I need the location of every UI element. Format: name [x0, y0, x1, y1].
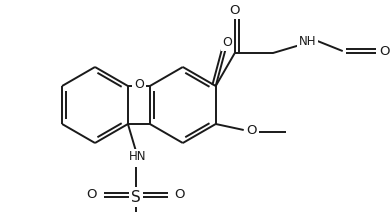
Text: O: O: [247, 124, 257, 138]
Text: HN: HN: [129, 151, 147, 163]
Text: O: O: [87, 188, 97, 201]
Text: O: O: [134, 78, 144, 92]
Text: NH: NH: [299, 35, 316, 47]
Text: O: O: [229, 4, 240, 17]
Text: O: O: [379, 45, 390, 58]
Text: O: O: [175, 188, 185, 201]
Text: S: S: [131, 190, 141, 205]
Text: O: O: [223, 36, 232, 49]
